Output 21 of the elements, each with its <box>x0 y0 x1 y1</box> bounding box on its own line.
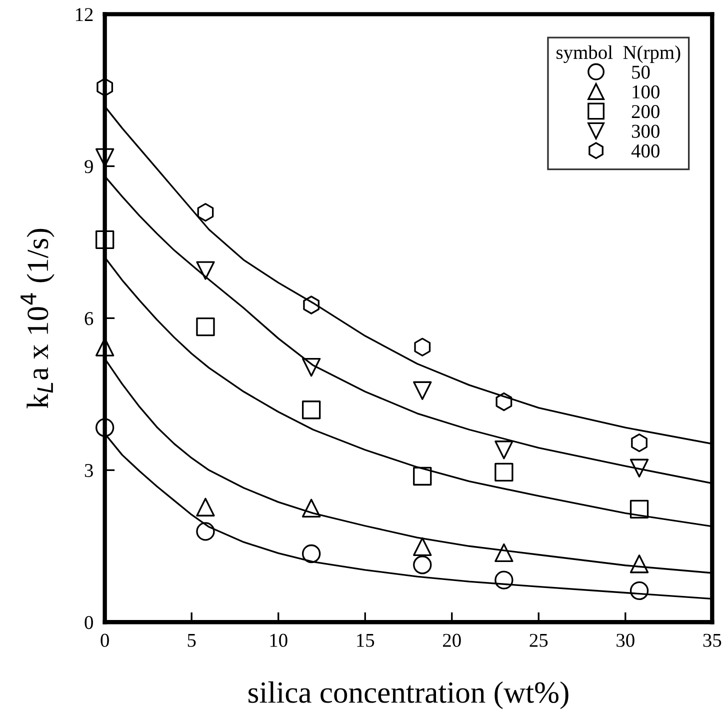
y-axis-title: k$_{L}$a x 10$^{4}$ (1/s) <box>20 228 54 408</box>
y-tick-label: 6 <box>84 312 94 326</box>
legend-label: 400 <box>631 144 660 158</box>
y-tick-label: 0 <box>84 616 93 630</box>
x-tick-label: 5 <box>188 634 196 647</box>
x-tick-label: 15 <box>357 634 374 647</box>
x-tick-label: 10 <box>270 634 288 647</box>
x-tick-label: 30 <box>616 634 634 647</box>
legend-label: 100 <box>632 85 660 98</box>
x-axis-title: silica concentration (wt%) <box>248 681 568 710</box>
y-tick-label: 9 <box>84 160 93 174</box>
x-tick-label: 0 <box>100 634 109 647</box>
x-tick-label: 35 <box>703 634 722 647</box>
y-tick-label: 3 <box>84 464 93 478</box>
legend-label: 300 <box>632 124 660 138</box>
legend-label: 50 <box>632 66 650 79</box>
y-tick-label: 12 <box>76 8 93 21</box>
x-tick-label: 20 <box>443 634 461 647</box>
x-tick-label: 25 <box>530 634 548 647</box>
legend-title: symbol N(rpm) <box>556 45 680 64</box>
legend-label: 200 <box>632 105 660 118</box>
